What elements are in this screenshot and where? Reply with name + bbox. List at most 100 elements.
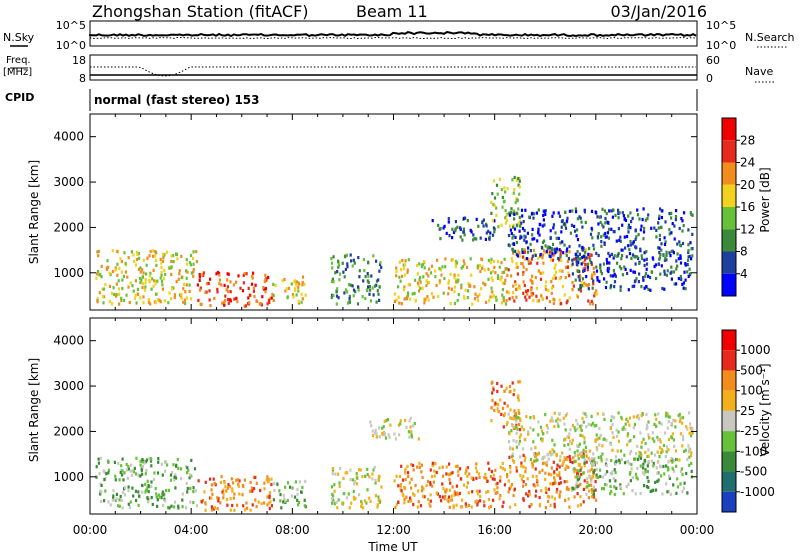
data-cell [559, 253, 562, 257]
data-cell [639, 431, 642, 435]
data-cell [691, 426, 694, 430]
data-cell [545, 250, 548, 254]
data-cell [101, 294, 105, 299]
data-cell [263, 279, 266, 284]
data-cell [490, 211, 493, 215]
data-cell [442, 486, 445, 490]
data-cell [591, 464, 594, 468]
data-cell [681, 241, 685, 246]
data-cell [435, 283, 438, 287]
data-cell [605, 235, 608, 239]
data-cell [421, 485, 424, 489]
data-cell [640, 440, 644, 445]
data-cell [454, 227, 457, 231]
data-cell [484, 283, 487, 287]
data-cell [638, 272, 641, 276]
colorbar-segment [722, 273, 736, 296]
data-cell [669, 492, 672, 496]
data-cell [229, 508, 232, 512]
data-cell [534, 253, 537, 257]
data-cell [155, 258, 158, 262]
data-cell [548, 300, 551, 304]
data-cell [529, 242, 532, 246]
data-cell [356, 476, 359, 480]
data-cell [161, 287, 164, 291]
data-cell [655, 228, 658, 232]
data-cell [164, 499, 167, 503]
data-cell [662, 253, 665, 258]
data-cell [393, 432, 396, 436]
data-cell [447, 217, 450, 221]
data-cell [607, 266, 611, 270]
colorbar-segment [722, 207, 736, 230]
data-cell [180, 477, 183, 481]
data-cell [141, 286, 144, 290]
data-cell [472, 233, 475, 237]
data-cell [559, 490, 562, 494]
data-cell [221, 301, 224, 305]
data-cell [658, 237, 661, 242]
data-cell [560, 225, 563, 229]
data-cell [335, 302, 338, 306]
data-cell [246, 506, 249, 510]
data-cell [597, 455, 600, 459]
data-cell [134, 489, 137, 493]
data-cell [614, 471, 617, 475]
data-cell [160, 265, 163, 270]
data-cell [665, 273, 668, 277]
data-cell [225, 489, 228, 493]
data-cell [548, 252, 551, 256]
data-cell [605, 483, 608, 487]
data-cell [678, 240, 681, 244]
data-cell [654, 413, 657, 417]
data-cell [581, 455, 584, 459]
data-cell [602, 225, 605, 229]
data-cell [218, 278, 221, 282]
data-cell [301, 297, 304, 301]
data-cell [514, 210, 517, 215]
data-cell [630, 220, 633, 224]
data-cell [330, 485, 333, 489]
data-cell [576, 449, 579, 453]
data-cell [177, 277, 180, 281]
data-cell [546, 494, 550, 498]
data-cell [580, 472, 583, 477]
data-cell [438, 279, 441, 283]
data-cell [674, 449, 678, 453]
data-cell [487, 267, 490, 271]
data-cell [675, 282, 678, 286]
data-cell [402, 494, 405, 498]
data-cell [469, 284, 472, 288]
data-cell [512, 191, 515, 195]
freq-label-1: Freq. [6, 55, 31, 66]
data-cell [198, 278, 201, 282]
data-cell [598, 436, 601, 440]
data-cell [412, 492, 415, 496]
data-cell [432, 480, 435, 484]
data-cell [511, 425, 514, 429]
colorbar-tick-label: 28 [740, 133, 755, 147]
data-cell [503, 389, 506, 393]
data-cell [553, 411, 556, 415]
data-cell [185, 276, 188, 280]
data-cell [175, 463, 178, 467]
data-cell [190, 271, 193, 275]
data-cell [633, 280, 636, 284]
data-cell [637, 256, 640, 261]
data-cell [152, 254, 155, 258]
data-cell [576, 492, 579, 496]
data-cell [207, 281, 210, 286]
data-cell [367, 260, 370, 264]
data-cell [336, 472, 340, 476]
data-cell [368, 292, 371, 296]
data-cell [640, 285, 643, 289]
data-cell [527, 494, 530, 498]
data-cell [490, 419, 493, 423]
data-cell [417, 500, 420, 504]
data-cell [358, 275, 361, 279]
time-tick-label: 20:00 [579, 523, 614, 537]
data-cell [366, 272, 369, 276]
data-cell [558, 277, 561, 281]
data-cell [657, 478, 660, 482]
data-cell [510, 483, 514, 487]
